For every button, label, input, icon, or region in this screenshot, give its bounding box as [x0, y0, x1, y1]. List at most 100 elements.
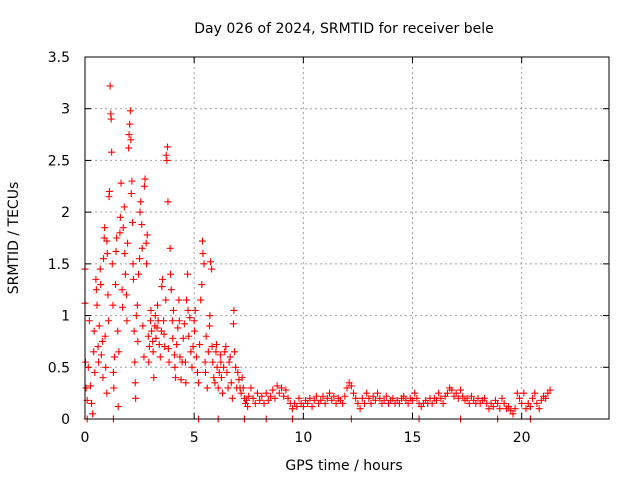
data-point	[184, 306, 192, 314]
data-point	[433, 396, 441, 404]
data-point	[443, 389, 451, 397]
y-tick-label: 2.5	[48, 153, 70, 169]
data-point	[156, 353, 164, 361]
y-axis-label: SRMTID / TECUs	[6, 182, 22, 295]
data-point	[101, 224, 109, 232]
data-point	[110, 384, 118, 392]
data-point	[137, 198, 145, 206]
data-point	[164, 345, 172, 353]
data-point	[134, 337, 142, 345]
data-point	[161, 343, 169, 351]
y-tick-label: 3	[61, 102, 70, 118]
data-point	[82, 384, 90, 392]
data-point	[542, 394, 550, 402]
data-point	[220, 363, 228, 371]
data-point	[121, 270, 129, 278]
data-point	[95, 358, 103, 366]
data-point	[163, 156, 171, 164]
data-point	[229, 320, 237, 328]
data-point	[204, 348, 212, 356]
data-point	[114, 327, 122, 335]
data-point	[123, 317, 131, 325]
data-point	[187, 348, 195, 356]
data-point	[326, 389, 334, 397]
data-point	[171, 363, 179, 371]
data-point	[166, 244, 174, 252]
data-point	[136, 255, 144, 263]
data-point	[205, 322, 213, 330]
data-point	[167, 270, 175, 278]
data-point	[251, 399, 259, 407]
data-point	[347, 382, 355, 390]
data-point	[101, 332, 109, 340]
data-point	[102, 363, 110, 371]
data-point	[288, 405, 296, 413]
data-point	[100, 255, 108, 263]
data-point	[169, 334, 177, 342]
data-point	[150, 374, 158, 382]
data-point	[216, 351, 224, 359]
data-point	[275, 389, 283, 397]
y-tick-label: 0	[61, 412, 70, 428]
data-point	[131, 358, 139, 366]
data-point	[308, 403, 316, 411]
data-point	[228, 394, 236, 402]
data-point	[162, 151, 170, 159]
chart-title: Day 026 of 2024, SRMTID for receiver bel…	[194, 21, 493, 37]
data-point	[164, 143, 172, 151]
data-point	[196, 341, 204, 349]
data-points	[81, 82, 554, 423]
data-point	[463, 394, 471, 402]
data-point	[282, 386, 290, 394]
data-point	[162, 296, 170, 304]
data-point	[197, 296, 205, 304]
data-point	[321, 399, 329, 407]
data-point	[129, 260, 137, 268]
data-point	[132, 394, 140, 402]
data-point	[513, 389, 521, 397]
data-point	[230, 306, 238, 314]
data-point	[130, 327, 138, 335]
data-point	[138, 244, 146, 252]
data-point	[117, 179, 125, 187]
data-point	[140, 353, 148, 361]
data-point	[153, 301, 161, 309]
data-point	[295, 394, 303, 402]
data-point	[258, 392, 266, 400]
data-point	[239, 384, 247, 392]
data-point	[98, 337, 106, 345]
data-point	[411, 389, 419, 397]
data-point	[158, 283, 166, 291]
data-point	[103, 389, 111, 397]
data-point	[256, 396, 264, 404]
data-point	[103, 237, 111, 245]
data-point	[188, 363, 196, 371]
data-point	[358, 394, 366, 402]
data-point	[128, 177, 136, 185]
data-point	[546, 386, 554, 394]
data-point	[132, 312, 140, 320]
data-point	[237, 389, 245, 397]
data-point	[182, 379, 190, 387]
data-point	[183, 296, 191, 304]
data-point	[515, 394, 523, 402]
data-point	[213, 363, 221, 371]
data-point	[371, 396, 379, 404]
data-point	[509, 410, 517, 418]
data-point	[103, 250, 111, 258]
data-point	[118, 286, 126, 294]
data-point	[115, 348, 123, 356]
data-point	[97, 281, 105, 289]
data-point	[317, 396, 325, 404]
data-point	[165, 358, 173, 366]
data-point	[267, 392, 275, 400]
data-point	[341, 392, 349, 400]
data-point	[323, 394, 331, 402]
data-point	[191, 327, 199, 335]
data-point	[474, 394, 482, 402]
data-point	[328, 396, 336, 404]
data-point	[167, 286, 175, 294]
data-point	[174, 324, 182, 332]
y-tick-label: 0.5	[48, 360, 70, 376]
data-point	[88, 399, 96, 407]
